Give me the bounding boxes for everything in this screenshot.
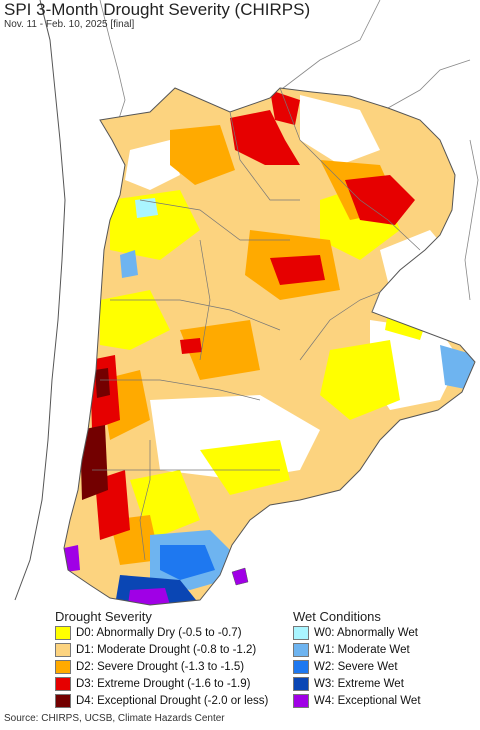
wet-swatch: [293, 626, 309, 640]
wet-legend-item: W0: Abnormally Wet: [293, 625, 418, 641]
wet-legend-item: W1: Moderate Wet: [293, 642, 410, 658]
drought-swatch: [55, 677, 71, 691]
drought-legend-item: D2: Severe Drought (-1.3 to -1.5): [55, 659, 244, 675]
drought-legend-item: D4: Exceptional Drought (-2.0 or less): [55, 693, 268, 709]
region-outline: [63, 87, 476, 606]
internal-borders: [92, 87, 421, 561]
drought-map: [14, 0, 479, 606]
andes-border: [99, 0, 126, 141]
wet-legend-label: W3: Extreme Wet: [314, 678, 404, 690]
drought-legend-label: D1: Moderate Drought (-0.8 to -1.2): [76, 644, 257, 656]
drought-legend-label: D4: Exceptional Drought (-2.0 or less): [76, 695, 269, 707]
wet-legend-label: W0: Abnormally Wet: [314, 627, 418, 639]
drought-legend-item: D3: Extreme Drought (-1.6 to -1.9): [55, 676, 250, 692]
drought-legend-title: Drought Severity: [55, 609, 152, 624]
wet-swatch: [293, 677, 309, 691]
brazil-border: [269, 0, 471, 109]
wet-legend-label: W1: Moderate Wet: [314, 644, 410, 656]
map-subtitle: Nov. 11 - Feb. 10, 2025 [final]: [4, 19, 135, 30]
drought-legend-label: D0: Abnormally Dry (-0.5 to -0.7): [76, 627, 242, 639]
drought-legend-label: D3: Extreme Drought (-1.6 to -1.9): [76, 678, 251, 690]
chile-coast: [14, 0, 66, 601]
drought-swatch: [55, 660, 71, 674]
wet-legend-item: W4: Exceptional Wet: [293, 693, 421, 709]
malvinas-patch: [231, 567, 249, 586]
wet-swatch: [293, 643, 309, 657]
source-credit: Source: CHIRPS, UCSB, Climate Hazards Ce…: [4, 713, 225, 724]
map-title: SPI 3-Month Drought Severity (CHIRPS): [4, 0, 311, 19]
drought-swatch: [55, 694, 71, 708]
drought-legend-item: D0: Abnormally Dry (-0.5 to -0.7): [55, 625, 242, 641]
drought-swatch: [55, 643, 71, 657]
wet-legend-label: W4: Exceptional Wet: [314, 695, 421, 707]
drought-swatch: [55, 626, 71, 640]
wet-legend-label: W2: Severe Wet: [314, 661, 398, 673]
wet-legend-item: W2: Severe Wet: [293, 659, 398, 675]
wet-legend-title: Wet Conditions: [293, 609, 381, 624]
drought-legend-item: D1: Moderate Drought (-0.8 to -1.2): [55, 642, 256, 658]
drought-legend-label: D2: Severe Drought (-1.3 to -1.5): [76, 661, 245, 673]
wet-swatch: [293, 694, 309, 708]
brazil-coast: [464, 139, 479, 301]
wet-legend-item: W3: Extreme Wet: [293, 676, 404, 692]
wet-swatch: [293, 660, 309, 674]
